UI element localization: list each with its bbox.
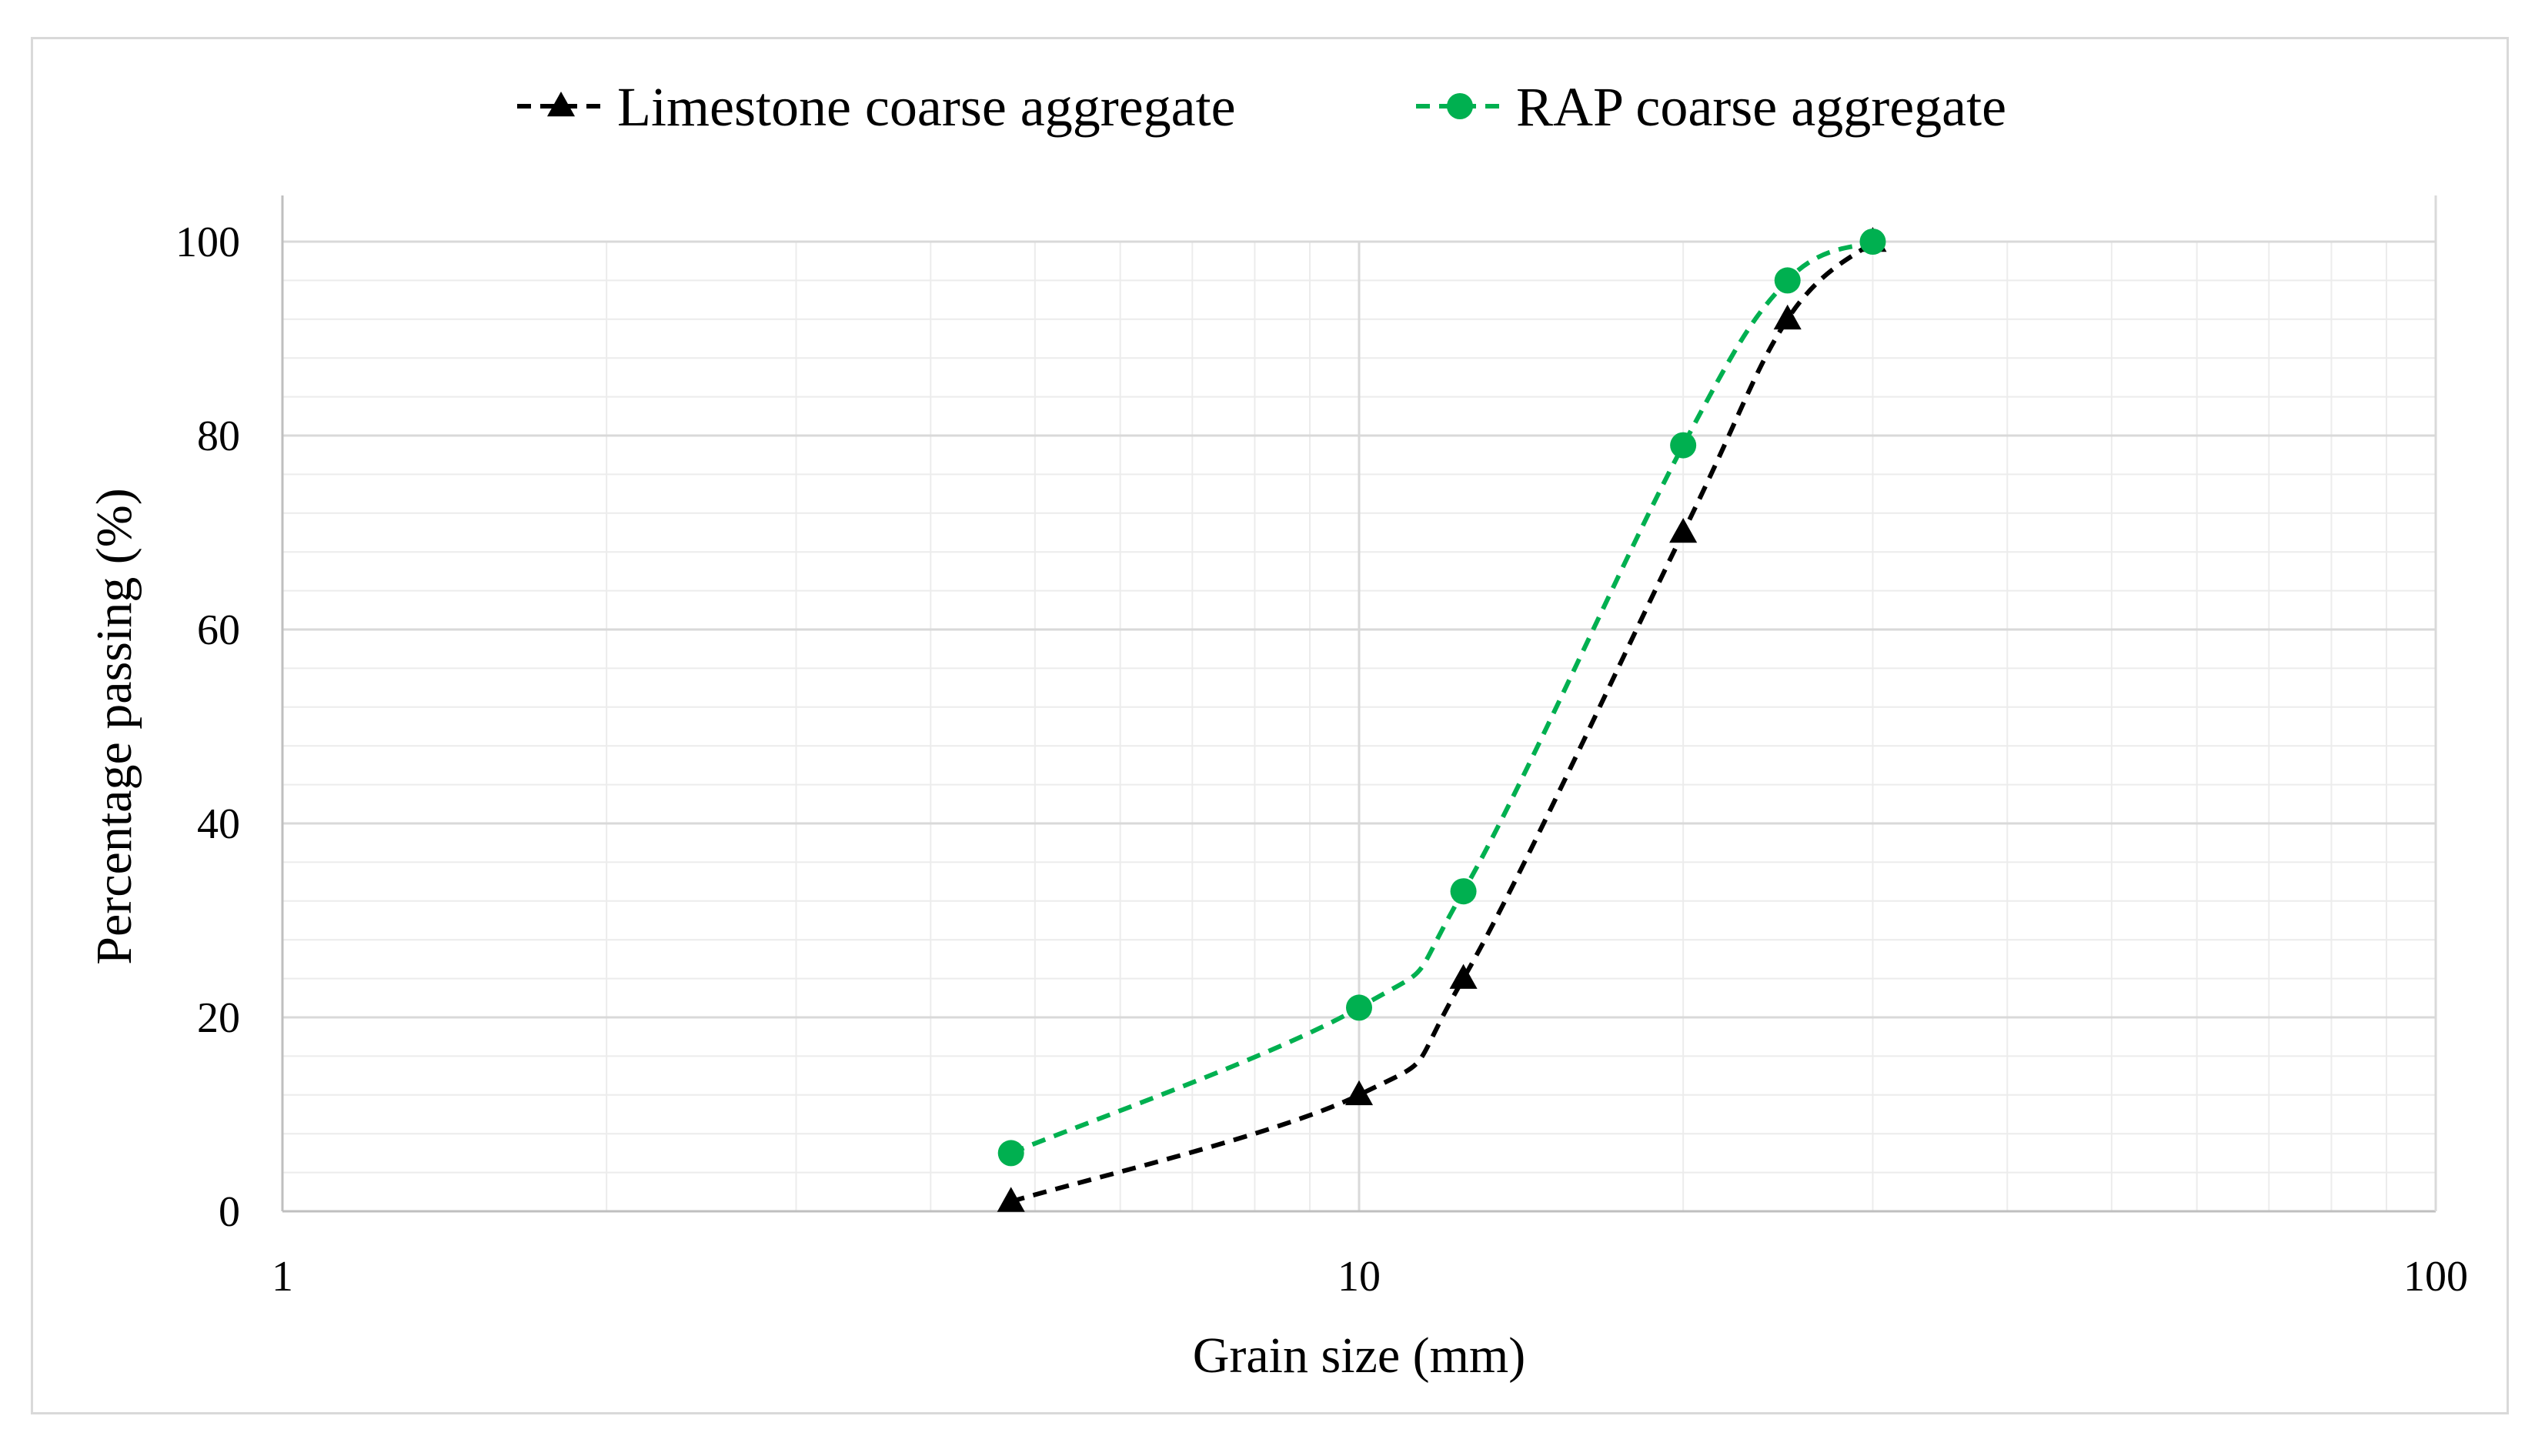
data-point — [1774, 267, 1801, 294]
data-point — [1450, 878, 1477, 905]
legend-label: Limestone coarse aggregate — [617, 76, 1236, 138]
series-2 — [997, 229, 1886, 1167]
y-tick-label: 60 — [197, 606, 240, 654]
data-point — [1449, 963, 1478, 989]
series-1 — [997, 227, 1887, 1212]
data-point — [1670, 432, 1697, 459]
x-axis-title: Grain size (mm) — [1193, 1327, 1526, 1384]
chart-frame — [31, 37, 2509, 1414]
legend-marker — [546, 92, 576, 117]
series — [997, 227, 1887, 1212]
legend-label: RAP coarse aggregate — [1516, 76, 2006, 138]
y-tick-label: 40 — [197, 800, 240, 848]
legend-item: RAP coarse aggregate — [1416, 76, 2006, 138]
legend-item: Limestone coarse aggregate — [517, 76, 1236, 138]
axes — [281, 195, 2437, 1213]
tick-labels: 0 20 40 60 80 100 1 10 100 — [175, 219, 2468, 1301]
x-tick-label: 10 — [1338, 1253, 1381, 1301]
x-tick-label: 1 — [272, 1253, 293, 1301]
grid — [281, 240, 2437, 1213]
data-point — [1669, 518, 1698, 543]
data-point — [1346, 994, 1372, 1021]
y-axis-title: Percentage passing (%) — [86, 488, 142, 964]
data-point — [1344, 1080, 1374, 1106]
series-line — [1010, 239, 1874, 1156]
legend-marker — [1447, 93, 1473, 119]
data-point — [997, 1187, 1025, 1212]
data-point — [997, 1140, 1024, 1167]
y-tick-label: 20 — [197, 994, 240, 1042]
legend: Limestone coarse aggregate RAP coarse agg… — [517, 76, 2006, 138]
data-point — [1859, 229, 1886, 255]
data-point — [1773, 304, 1802, 330]
y-tick-label: 80 — [197, 412, 240, 460]
y-tick-label: 100 — [175, 219, 240, 266]
x-tick-label: 100 — [2403, 1253, 2468, 1301]
series-line — [1010, 239, 1875, 1204]
y-tick-label: 0 — [219, 1188, 240, 1236]
